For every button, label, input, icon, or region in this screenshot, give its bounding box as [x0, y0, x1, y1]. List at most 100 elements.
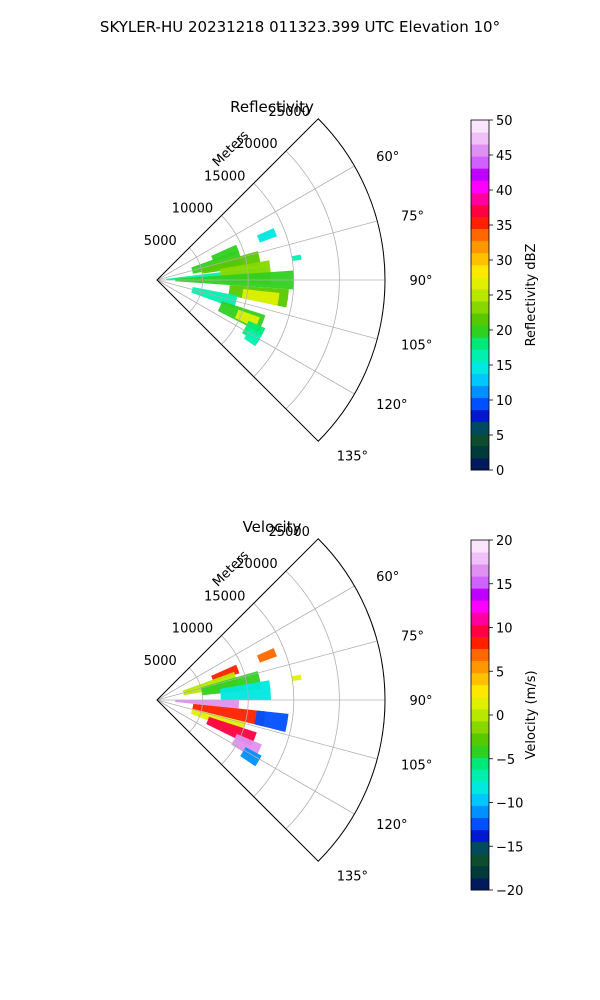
refl-colorbar-step-13 [471, 301, 489, 314]
refl-colorbar-tick-8: 40 [496, 184, 513, 199]
vel-colorbar-tick-7: 15 [496, 578, 513, 593]
refl-colorbar-tick-7: 35 [496, 219, 513, 234]
vel-sector-frame [156, 538, 386, 862]
refl-theta-tick-0: 60° [376, 150, 399, 165]
vel-echo-region-3 [219, 680, 271, 700]
refl-colorbar-step-26 [471, 144, 489, 157]
vel-colorbar-step-6 [471, 805, 489, 818]
reflectivity-panel: Reflectivity 60° 75° 90° 105° 120° 135° 5000 10… [144, 98, 539, 479]
refl-colorbar-step-25 [471, 156, 489, 169]
vel-range-tick-4: 25000 [269, 525, 310, 540]
vel-colorbar-step-7 [471, 793, 489, 806]
refl-colorbar-step-8 [471, 361, 489, 374]
refl-colorbar-tick-10: 50 [496, 114, 513, 129]
refl-colorbar-tick-3: 15 [496, 359, 513, 374]
vel-colorbar-step-14 [471, 708, 489, 722]
vel-colorbar-tick-5: 5 [496, 665, 504, 680]
vel-colorbar-step-4 [471, 829, 489, 843]
refl-colorbar-step-17 [471, 252, 489, 266]
refl-azimuth-line-3 [156, 279, 378, 340]
vel-azimuth-line-3 [156, 699, 378, 760]
refl-theta-tick-2: 90° [409, 274, 432, 289]
refl-range-tick-0: 5000 [144, 234, 177, 249]
vel-colorbar-step-21 [471, 624, 489, 637]
refl-colorbar-step-11 [471, 325, 489, 338]
vel-echo-region-12 [240, 747, 262, 767]
refl-colorbar-tick-4: 20 [496, 324, 513, 339]
vel-colorbar-step-16 [471, 684, 489, 698]
vel-theta-tick-4: 120° [376, 818, 407, 833]
refl-azimuth-line-4 [156, 279, 355, 395]
vel-colorbar-tick-6: 10 [496, 622, 513, 637]
refl-colorbar-step-14 [471, 288, 489, 302]
vel-colorbar-tick-2: −10 [496, 797, 523, 812]
vel-colorbar-step-22 [471, 612, 489, 625]
vel-colorbar-step-13 [471, 721, 489, 734]
refl-colorbar-step-0 [471, 457, 489, 471]
refl-colorbar-step-5 [471, 397, 489, 411]
vel-theta-tick-1: 75° [401, 630, 424, 645]
vel-colorbar-tick-3: −5 [496, 753, 515, 768]
refl-colorbar-step-16 [471, 264, 489, 278]
vel-colorbar-step-24 [471, 588, 489, 601]
refl-colorbar-step-1 [471, 445, 489, 459]
vel-colorbar-step-11 [471, 745, 489, 758]
vel-colorbar-step-3 [471, 841, 489, 855]
refl-colorbar-step-4 [471, 409, 489, 423]
vel-colorbar-step-19 [471, 648, 489, 662]
refl-colorbar-step-28 [471, 120, 489, 133]
refl-echo-region-9 [241, 289, 280, 306]
refl-range-tick-4: 25000 [269, 105, 310, 120]
vel-echo-region-7 [192, 703, 266, 727]
vel-colorbar-tick-1: −15 [496, 840, 523, 855]
refl-theta-tick-1: 75° [401, 210, 424, 225]
vel-colorbar-step-28 [471, 540, 489, 553]
refl-theta-tick-5: 135° [337, 450, 368, 465]
refl-colorbar-step-24 [471, 168, 489, 181]
vel-colorbar-step-17 [471, 672, 489, 686]
vel-theta-tick-3: 105° [401, 758, 432, 773]
vel-echo-region-6 [175, 700, 240, 709]
refl-echo-region-14 [243, 329, 262, 347]
vel-azimuth-line-1 [156, 640, 378, 701]
refl-colorbar-step-6 [471, 385, 489, 398]
vel-colorbar-step-1 [471, 865, 489, 879]
vel-colorbar-step-23 [471, 600, 489, 613]
vel-colorbar-step-0 [471, 877, 489, 891]
vel-theta-tick-0: 60° [376, 570, 399, 585]
refl-theta-tick-4: 120° [376, 398, 407, 413]
refl-colorbar-step-19 [471, 228, 489, 242]
refl-colorbar-step-9 [471, 349, 489, 362]
refl-colorbar-step-7 [471, 373, 489, 386]
refl-colorbar-step-22 [471, 192, 489, 205]
vel-colorbar-step-15 [471, 696, 489, 710]
vel-colorbar-tick-8: 20 [496, 534, 513, 549]
refl-colorbar-step-18 [471, 240, 489, 254]
refl-range-tick-3: 20000 [236, 137, 277, 152]
vel-range-tick-1: 10000 [172, 622, 213, 637]
refl-colorbar-step-2 [471, 433, 489, 447]
vel-range-tick-3: 20000 [236, 557, 277, 572]
vel-colorbar-step-5 [471, 817, 489, 831]
vel-colorbar-step-18 [471, 660, 489, 674]
velocity-panel: Velocity 60° 75° 90° 105° 120° 135° 5000 10000 1… [144, 518, 539, 899]
refl-colorbar-label: Reflectivity dBZ [524, 244, 539, 347]
refl-colorbar-tick-0: 0 [496, 464, 504, 479]
refl-azimuth-line-0 [156, 165, 355, 281]
refl-range-tick-1: 10000 [172, 202, 213, 217]
refl-colorbar-step-21 [471, 204, 489, 217]
refl-colorbar-step-20 [471, 216, 489, 230]
refl-colorbar-step-15 [471, 276, 489, 290]
velocity-title: Velocity [243, 518, 302, 536]
vel-colorbar-step-27 [471, 552, 489, 565]
vel-range-tick-2: 15000 [204, 589, 245, 604]
refl-echo-region-3 [200, 251, 261, 274]
refl-echo-region-5 [256, 228, 277, 243]
refl-colorbar-tick-1: 5 [496, 429, 504, 444]
vel-colorbar-step-25 [471, 576, 489, 589]
refl-colorbar-tick-5: 25 [496, 289, 513, 304]
refl-azimuth-line-1 [156, 220, 378, 281]
vel-echo-region-4 [256, 648, 277, 663]
vel-colorbar-step-8 [471, 781, 489, 794]
